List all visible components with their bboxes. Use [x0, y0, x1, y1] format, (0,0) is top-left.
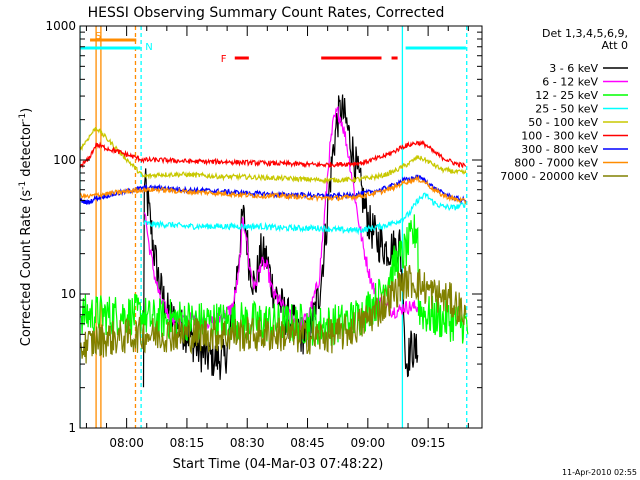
y-tick-label: 10	[61, 287, 76, 301]
x-tick-label: 08:15	[170, 436, 205, 450]
legend-label: 50 - 100 keV	[528, 116, 598, 129]
state-marker-label: F	[221, 54, 227, 65]
x-axis-label: Start Time (04-Mar-03 07:48:22)	[173, 457, 384, 472]
state-markers: S N F	[80, 31, 466, 65]
series-line	[80, 174, 467, 206]
legend-label: 7000 - 20000 keV	[500, 170, 598, 183]
data-series	[80, 94, 469, 388]
legend-header: Det 1,3,4,5,6,9,	[542, 27, 628, 40]
y-axis-label: Corrected Count Rate (s-1 detector-1)	[18, 108, 34, 346]
series-line	[143, 192, 467, 236]
x-tick-label: 08:45	[290, 436, 325, 450]
legend-label: 3 - 6 keV	[549, 62, 598, 75]
x-tick-label: 08:30	[230, 436, 265, 450]
timestamp: 11-Apr-2010 02:55	[562, 468, 637, 477]
x-tick-label: 09:15	[411, 436, 446, 450]
state-marker-label: S	[95, 31, 101, 42]
plot-frame	[79, 25, 483, 429]
x-tick-label: 08:00	[109, 436, 144, 450]
y-tick-label: 100	[53, 153, 76, 167]
x-axis-ticks: 08:00 08:15 08:30 08:45 09:00 09:15	[85, 26, 469, 450]
legend-label: 800 - 7000 keV	[514, 157, 598, 170]
series-line	[80, 126, 467, 185]
state-marker-label: N	[145, 42, 152, 53]
y-axis-ticks: 1 10 100 1000	[45, 19, 482, 435]
legend-label: 6 - 12 keV	[542, 76, 598, 89]
y-tick-label: 1	[68, 421, 76, 435]
legend-label: 25 - 50 keV	[535, 103, 598, 116]
series-line	[80, 265, 467, 364]
legend-label: 300 - 800 keV	[521, 143, 598, 156]
series-line	[80, 214, 469, 346]
chart-title: HESSI Observing Summary Count Rates, Cor…	[88, 5, 445, 21]
series-line	[80, 139, 466, 169]
legend-label: 12 - 25 keV	[535, 89, 598, 102]
x-tick-label: 09:00	[351, 436, 386, 450]
vertical-marker-lines	[80, 26, 468, 428]
legend-header: Att 0	[602, 39, 628, 52]
y-tick-label: 1000	[45, 19, 76, 33]
legend-label: 100 - 300 keV	[521, 130, 598, 143]
